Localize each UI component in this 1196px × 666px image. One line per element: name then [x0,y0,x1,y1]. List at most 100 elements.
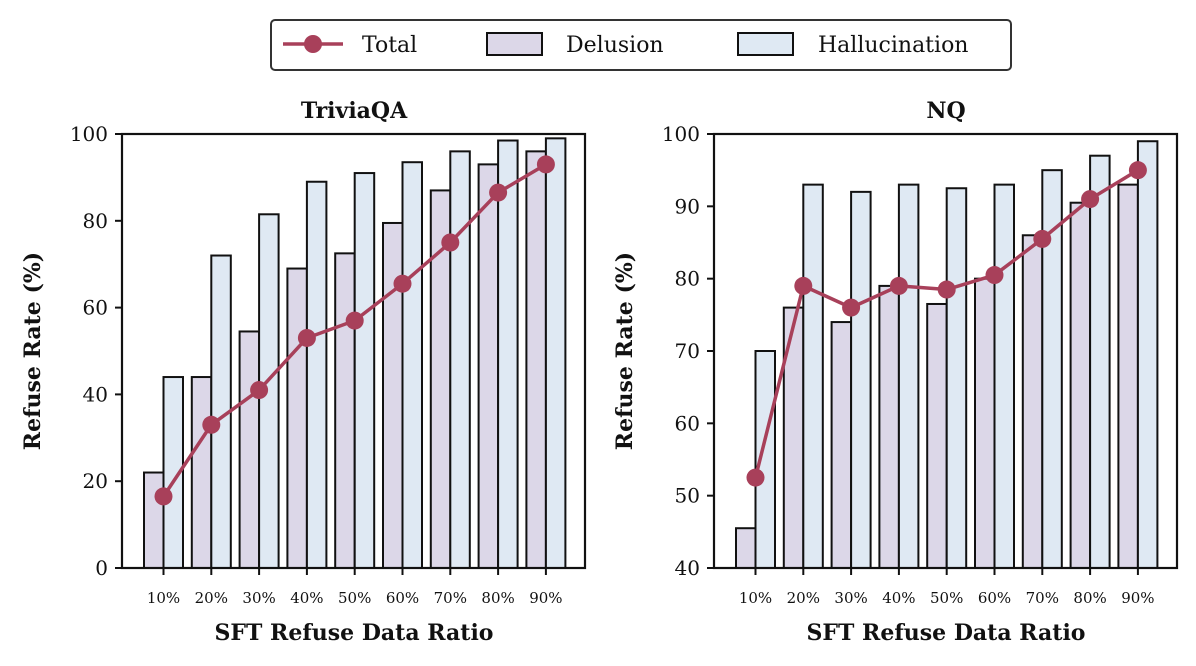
bar-hallucination-40pct [897,183,920,569]
point-total-20pct [202,415,221,434]
bar-delusion-80pct [477,163,500,569]
ytick-label: 40 [83,382,108,406]
bar-delusion-10pct [735,527,757,570]
point-total-20pct [794,276,813,295]
xtick-label: 40% [290,589,323,607]
bar-hallucination-50pct [353,172,376,569]
line-triviaqa [154,155,555,506]
panel-triviaqa: TriviaQA 0 20 40 60 80 100 10% 20% 30% 40% 50% 60% 7… [20,98,587,646]
xtick-label: 80% [481,589,514,607]
legend-total-label: Total [362,33,417,58]
bar-hallucination-60pct [993,183,1015,569]
xlabel-nq: SFT Refuse Data Ratio [807,620,1086,646]
bar-delusion-50pct [926,302,948,569]
ytick-label: 100 [70,122,108,146]
point-total-80pct [1081,190,1100,209]
ytick-label: 20 [83,469,108,493]
xtick-label: 90% [1121,589,1154,607]
xtick-label: 80% [1073,589,1106,607]
bar-delusion-90pct [1117,183,1139,569]
ylabel-triviaqa: Refuse Rate (%) [20,252,46,450]
panel-nq: NQ 40 50 60 70 80 90 100 10% 20% 30% 40% 50% 60% 70% 8… [612,98,1179,646]
bar-delusion-90pct [525,150,547,570]
legend-frame [270,19,1012,71]
point-total-40pct [889,276,908,295]
point-total-10pct [154,487,173,506]
bar-delusion-80pct [1069,201,1092,569]
ytick-label: 60 [675,411,700,435]
bar-delusion-60pct [974,277,996,569]
bar-delusion-30pct [830,321,853,570]
point-total-30pct [250,381,269,400]
bars-triviaqa [143,137,567,570]
bar-hallucination-30pct [850,190,872,569]
xtick-label: 70% [1026,589,1059,607]
point-total-40pct [297,328,316,347]
axes-triviaqa: 0 20 40 60 80 100 10% 20% 30% 40% 50% 60% 70% 80% 90% [70,122,587,607]
point-total-30pct [842,298,861,317]
line-nq [746,161,1147,487]
bars-nq [735,140,1159,570]
ytick-label: 0 [95,556,108,580]
point-total-60pct [393,274,412,293]
xtick-label: 10% [147,589,180,607]
ytick-label: 100 [662,122,700,146]
xtick-label: 20% [195,589,228,607]
legend-hallucination-label: Hallucination [818,33,968,58]
ytick-label: 70 [675,339,700,363]
bar-hallucination-70pct [449,150,471,570]
legend-delusion-label: Delusion [566,33,664,58]
xtick-label: 10% [739,589,772,607]
bar-delusion-40pct [878,284,900,569]
point-total-10pct [746,468,765,487]
axes-nq: 40 50 60 70 80 90 100 10% 20% 30% 40% 50% 60% 70% 80% 9… [662,122,1179,607]
bar-hallucination-90pct [544,137,567,569]
legend: Total Delusion Hallucination [270,19,1012,71]
point-total-60pct [985,266,1004,285]
xtick-label: 60% [386,589,419,607]
bar-hallucination-50pct [945,187,968,569]
bar-delusion-70pct [1021,234,1044,569]
xtick-label: 20% [787,589,820,607]
ytick-label: 80 [83,209,108,233]
xlabel-triviaqa: SFT Refuse Data Ratio [215,620,494,646]
bar-hallucination-40pct [305,180,328,570]
point-total-70pct [441,233,460,252]
xtick-label: 50% [930,589,963,607]
bar-delusion-40pct [286,267,308,569]
bar-hallucination-80pct [497,139,519,569]
point-total-70pct [1033,229,1052,248]
ytick-label: 60 [83,296,108,320]
xtick-label: 40% [882,589,915,607]
bar-hallucination-60pct [401,161,423,570]
axes-frame [120,132,587,570]
title-nq: NQ [926,98,965,124]
bar-hallucination-80pct [1089,154,1111,569]
point-total-50pct [937,280,956,299]
xtick-label: 90% [529,589,562,607]
bar-delusion-60pct [382,221,404,569]
bar-hallucination-90pct [1136,140,1159,569]
title-triviaqa: TriviaQA [301,98,408,124]
bar-delusion-30pct [238,330,261,569]
xtick-label: 50% [338,589,371,607]
bar-delusion-10pct [143,471,165,569]
point-total-50pct [345,311,364,330]
bar-delusion-20pct [190,376,213,570]
xtick-label: 30% [242,589,275,607]
bar-delusion-50pct [334,252,356,569]
xtick-label: 70% [434,589,467,607]
ylabel-nq: Refuse Rate (%) [612,252,638,450]
legend-hallucination-swatch [737,32,794,56]
ytick-label: 80 [675,267,700,291]
ytick-label: 40 [675,556,700,580]
ytick-label: 90 [675,194,700,218]
point-total-80pct [489,183,508,202]
xtick-label: 60% [978,589,1011,607]
point-total-90pct [536,155,555,174]
legend-delusion-swatch [486,32,543,56]
bar-hallucination-20pct [802,183,824,569]
legend-total-marker [304,35,322,53]
xtick-label: 30% [834,589,867,607]
